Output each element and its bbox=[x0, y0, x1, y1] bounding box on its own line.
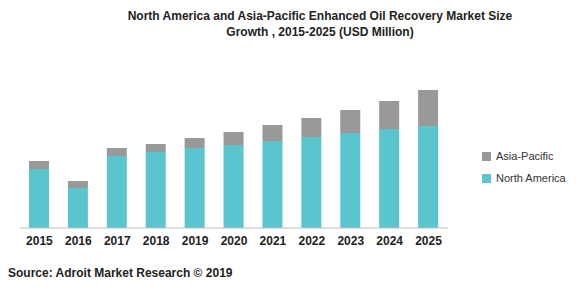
html-text:North America and Asia-Pacific: North America and Asia-Pacific Enhanced … bbox=[127, 9, 513, 39]
svg-text:2024: 2024 bbox=[376, 234, 403, 248]
svg-text:2016: 2016 bbox=[65, 234, 92, 248]
svg-text:2017: 2017 bbox=[104, 234, 131, 248]
svg-text:2020: 2020 bbox=[221, 234, 248, 248]
svg-text:2018: 2018 bbox=[143, 234, 170, 248]
svg-text:2015: 2015 bbox=[26, 234, 53, 248]
html-text:Source: Adroit Market Research: Source: Adroit Market Research © 2019 bbox=[8, 266, 233, 280]
svg-text:2019: 2019 bbox=[182, 234, 209, 248]
html-text:North America: North America bbox=[496, 172, 566, 184]
svg-text:2023: 2023 bbox=[337, 234, 364, 248]
svg-text:2025: 2025 bbox=[415, 234, 442, 248]
svg-text:2022: 2022 bbox=[298, 234, 325, 248]
svg-text:2021: 2021 bbox=[260, 234, 287, 248]
html-text:Asia-Pacific: Asia-Pacific bbox=[496, 150, 554, 162]
